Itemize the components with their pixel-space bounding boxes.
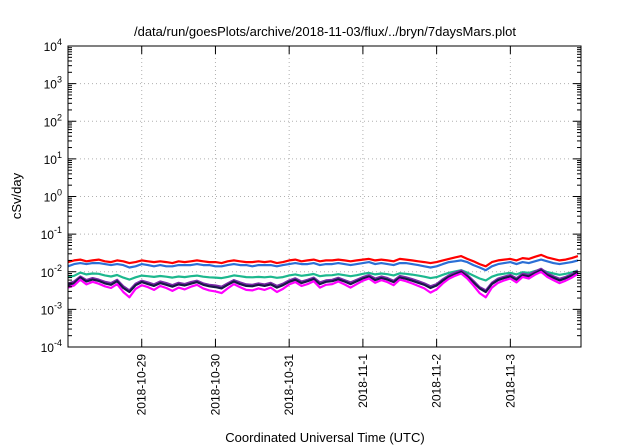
y-axis-label: cSv/day	[9, 172, 24, 219]
x-tick-label: 2018-11-2	[430, 354, 444, 408]
axis-ticks	[68, 45, 581, 348]
y-tick-label: 10-2	[41, 263, 62, 280]
series-line-6	[67, 270, 579, 299]
x-tick-label: 2018-10-30	[208, 354, 222, 416]
x-axis-label: Coordinated Universal Time (UTC)	[225, 430, 424, 445]
grid	[68, 46, 581, 347]
y-tick-label: 103	[44, 75, 62, 92]
y-tick-label: 10-3	[41, 300, 62, 317]
series-line-1	[67, 253, 579, 268]
y-tick-label: 101	[44, 150, 62, 167]
y-tick-labels: 10-4 10-3 10-2 10-1 100 101 102 103 104	[41, 37, 62, 355]
y-tick-label: 100	[44, 188, 62, 205]
y-tick-label: 10-1	[41, 225, 62, 242]
y-tick-label: 10-4	[41, 338, 62, 355]
series-line-4	[67, 267, 579, 292]
x-tick-label: 2018-10-31	[282, 354, 296, 416]
y-tick-label: 104	[44, 37, 62, 54]
series-lines	[67, 253, 579, 299]
x-tick-label: 2018-10-29	[135, 354, 149, 416]
series-line-3	[67, 268, 579, 282]
series-line-5	[67, 269, 579, 294]
y-tick-label: 102	[44, 112, 62, 129]
chart-title: /data/run/goesPlots/archive/2018-11-03/f…	[134, 24, 516, 39]
x-tick-label: 2018-11-1	[356, 354, 370, 408]
x-tick-labels: 2018-10-29 2018-10-30 2018-10-31 2018-11-1 2…	[135, 354, 518, 416]
x-tick-label: 2018-11-3	[503, 354, 517, 408]
series-line-2	[67, 258, 579, 272]
